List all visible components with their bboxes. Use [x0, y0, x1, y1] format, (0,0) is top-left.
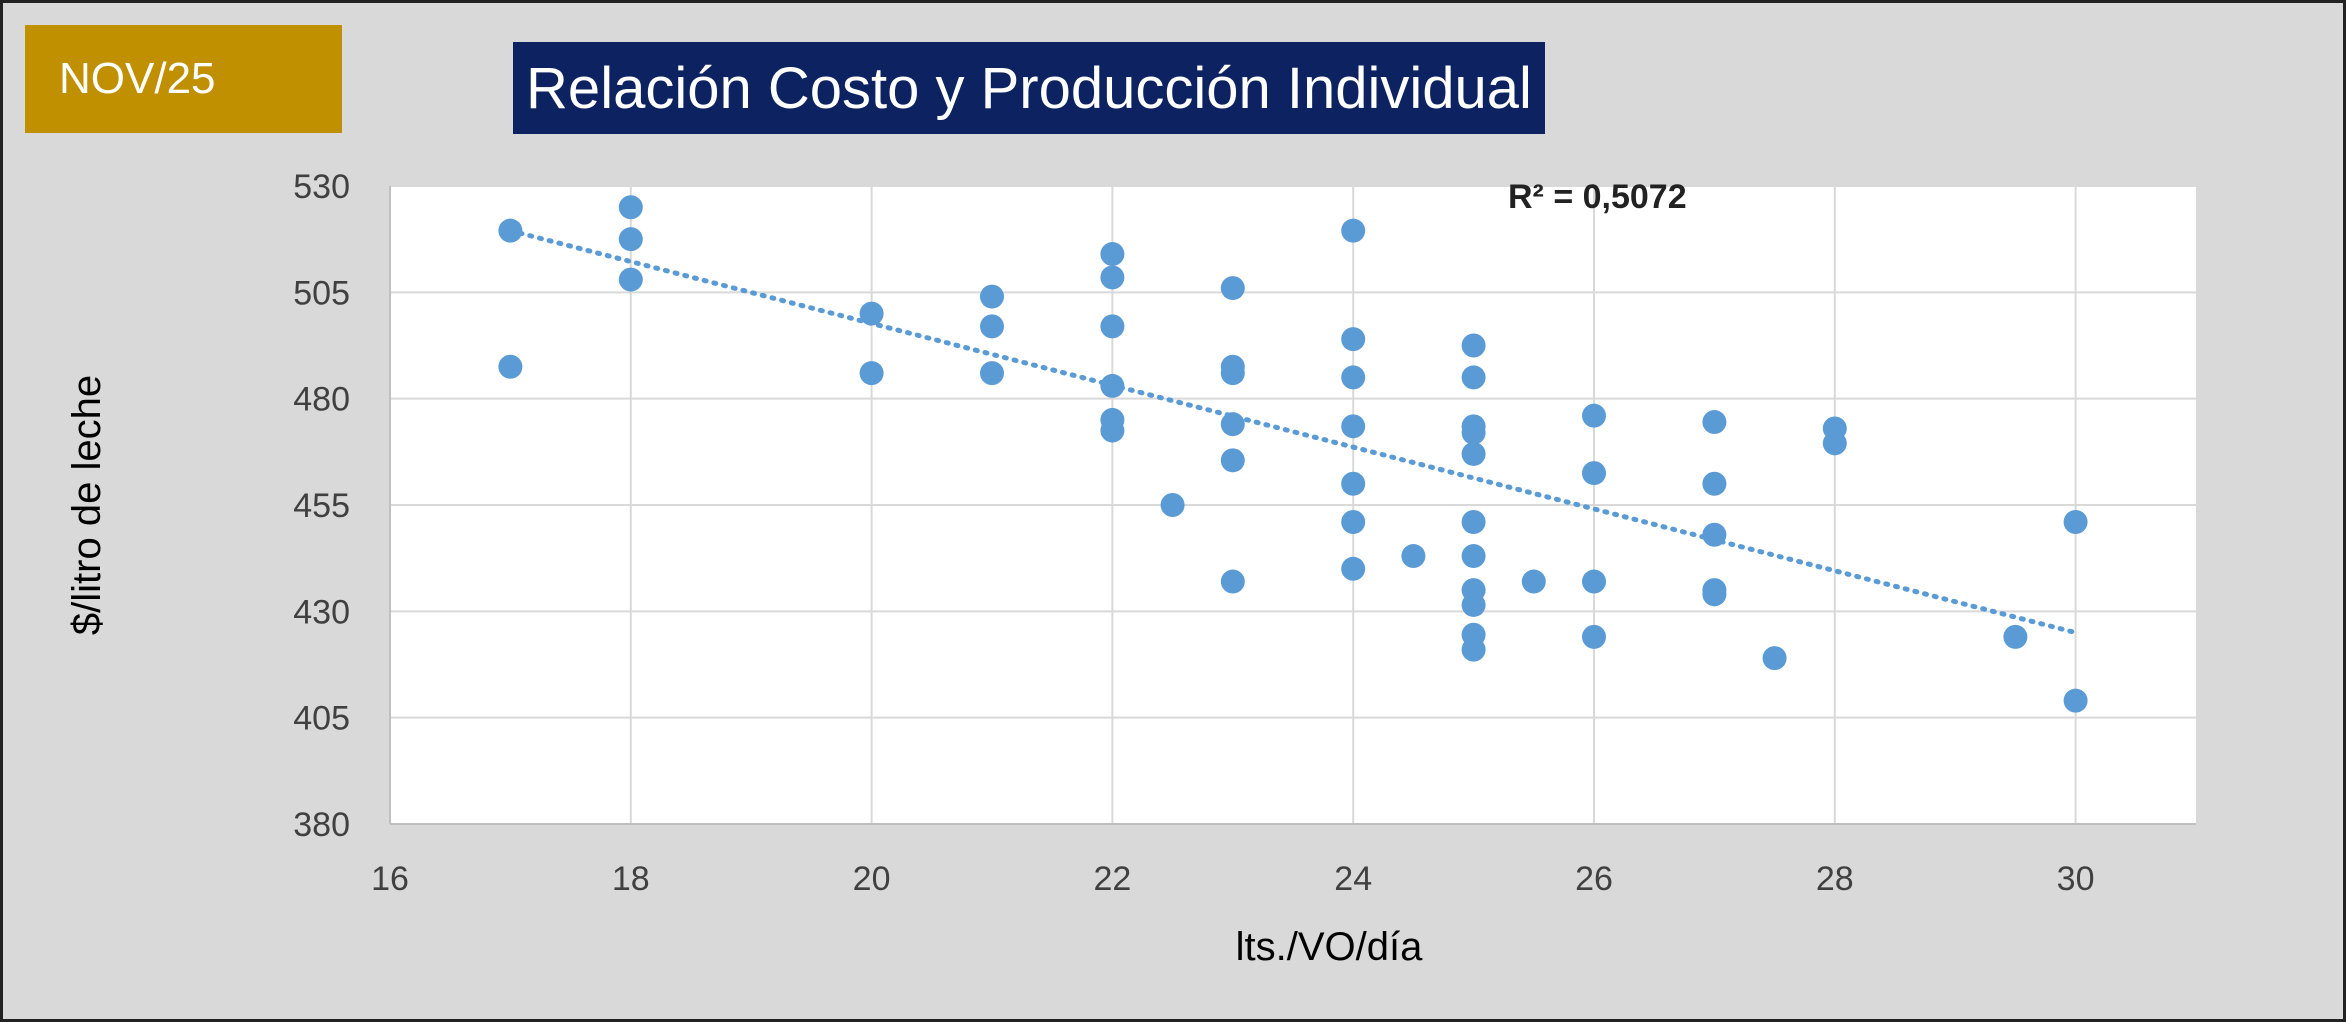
data-point — [2063, 510, 2088, 535]
data-point — [2063, 688, 2088, 713]
data-point — [1461, 637, 1486, 662]
data-points — [498, 195, 2088, 713]
data-point — [1100, 418, 1125, 443]
gridlines — [389, 185, 2196, 825]
data-point — [1220, 276, 1245, 301]
data-point — [1461, 365, 1486, 390]
data-point — [618, 267, 643, 292]
x-tick-label: 18 — [612, 860, 650, 898]
data-point — [859, 361, 884, 386]
date-badge: NOV/25 — [25, 25, 342, 133]
data-point — [1461, 420, 1486, 445]
data-point — [1160, 493, 1185, 517]
y-tick-label: 405 — [293, 700, 350, 738]
data-point — [618, 195, 643, 220]
y-tick-label: 380 — [293, 806, 350, 844]
data-point — [1341, 556, 1366, 581]
y-tick-label: 480 — [293, 381, 350, 419]
data-point — [1100, 242, 1125, 267]
data-point — [1401, 544, 1426, 569]
data-point — [859, 301, 884, 326]
data-point — [1220, 412, 1245, 437]
data-point — [1100, 265, 1125, 290]
y-tick-label: 455 — [293, 487, 350, 525]
data-point — [1582, 403, 1606, 428]
y-axis-ticks: 380 405 430 455 480 505 530 — [293, 168, 350, 844]
data-point — [980, 361, 1004, 386]
data-point — [1461, 510, 1486, 535]
data-point — [618, 227, 643, 252]
y-tick-label: 505 — [293, 274, 350, 312]
data-point — [498, 354, 523, 379]
x-tick-label: 28 — [1816, 860, 1854, 898]
data-point — [1762, 646, 1787, 671]
chart-title: Relación Costo y Producción Individual — [513, 42, 1545, 134]
data-point — [1461, 441, 1486, 466]
y-axis-title: $/litro de leche — [65, 375, 109, 635]
data-point — [1461, 333, 1486, 358]
data-point — [1702, 410, 1727, 435]
data-point — [980, 314, 1004, 339]
data-point — [1341, 510, 1366, 535]
data-point — [1582, 461, 1606, 486]
y-tick-label: 530 — [293, 168, 350, 206]
data-point — [2003, 624, 2028, 649]
x-tick-label: 16 — [371, 860, 409, 898]
trendline — [507, 228, 2079, 636]
data-point — [1220, 569, 1245, 594]
data-point — [1521, 569, 1546, 594]
date-badge-label: NOV/25 — [59, 54, 216, 103]
x-tick-label: 26 — [1575, 860, 1613, 898]
data-point — [980, 284, 1004, 309]
data-point — [1582, 624, 1606, 649]
data-point — [1702, 582, 1727, 607]
y-tick-label: 430 — [293, 593, 350, 631]
data-point — [1341, 414, 1366, 439]
r-squared-annotation: R² = 0,5072 — [1508, 178, 1687, 216]
x-tick-label: 20 — [853, 860, 891, 898]
data-point — [1341, 471, 1366, 496]
x-tick-label: 24 — [1334, 860, 1372, 898]
data-point — [1220, 448, 1245, 473]
data-point — [1341, 327, 1366, 352]
data-point — [1100, 314, 1125, 339]
data-point — [1100, 373, 1125, 398]
data-point — [1702, 471, 1727, 496]
x-axis-ticks: 16 18 20 22 24 26 28 30 — [371, 860, 2094, 898]
data-point — [1341, 365, 1366, 390]
x-tick-label: 30 — [2057, 860, 2095, 898]
data-point — [1341, 218, 1366, 243]
x-tick-label: 22 — [1093, 860, 1131, 898]
data-point — [498, 218, 523, 243]
data-point — [1220, 361, 1245, 386]
data-point — [1822, 431, 1847, 456]
x-axis-title: lts./VO/día — [1236, 925, 1423, 969]
data-point — [1702, 522, 1727, 547]
data-point — [1461, 592, 1486, 617]
data-point — [1582, 569, 1606, 594]
data-point — [1461, 544, 1486, 569]
